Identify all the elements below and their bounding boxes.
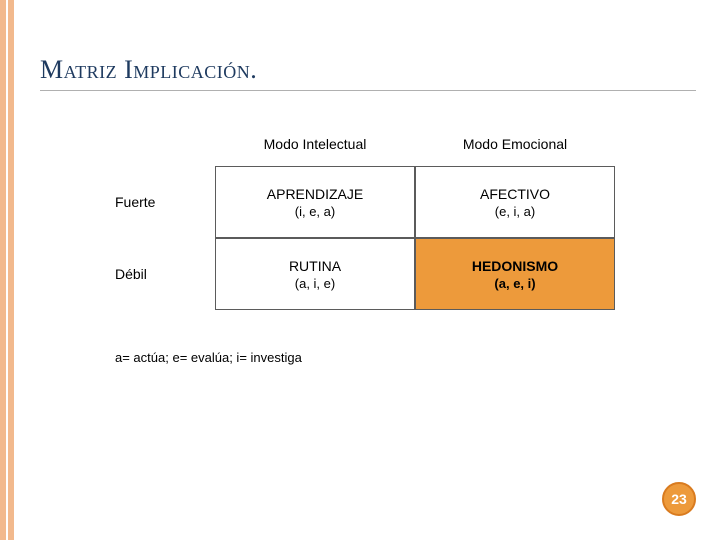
- page-number: 23: [671, 491, 687, 507]
- col-header-intellectual: Modo Intelectual: [215, 130, 415, 166]
- col-header-emotional: Modo Emocional: [415, 130, 615, 166]
- row-label-strong: Fuerte: [115, 194, 215, 210]
- cell-sub: (a, e, i): [494, 276, 535, 291]
- page-number-badge: 23: [662, 482, 696, 516]
- cell-title: HEDONISMO: [472, 258, 558, 274]
- cell-title: APRENDIZAJE: [267, 186, 363, 202]
- cell-rutina: RUTINA (a, i, e): [215, 238, 415, 310]
- cell-sub: (e, i, a): [495, 204, 535, 219]
- cell-hedonismo: HEDONISMO (a, e, i): [415, 238, 615, 310]
- title-underline: [40, 90, 696, 91]
- cell-title: AFECTIVO: [480, 186, 550, 202]
- matrix-header-row: Modo Intelectual Modo Emocional: [115, 130, 615, 166]
- legend-text: a= actúa; e= evalúa; i= investiga: [115, 350, 302, 365]
- matrix-row-strong: Fuerte APRENDIZAJE (i, e, a) AFECTIVO (e…: [115, 166, 615, 238]
- cell-sub: (a, i, e): [295, 276, 335, 291]
- matrix-row-weak: Débil RUTINA (a, i, e) HEDONISMO (a, e, …: [115, 238, 615, 310]
- row-label-weak: Débil: [115, 266, 215, 282]
- cell-aprendizaje: APRENDIZAJE (i, e, a): [215, 166, 415, 238]
- page-title: Matriz Implicación.: [40, 55, 257, 85]
- cell-afectivo: AFECTIVO (e, i, a): [415, 166, 615, 238]
- matrix-table: Modo Intelectual Modo Emocional Fuerte A…: [115, 130, 615, 310]
- accent-band-left: [0, 0, 6, 540]
- accent-band-left-inner: [8, 0, 14, 540]
- cell-sub: (i, e, a): [295, 204, 335, 219]
- cell-title: RUTINA: [289, 258, 341, 274]
